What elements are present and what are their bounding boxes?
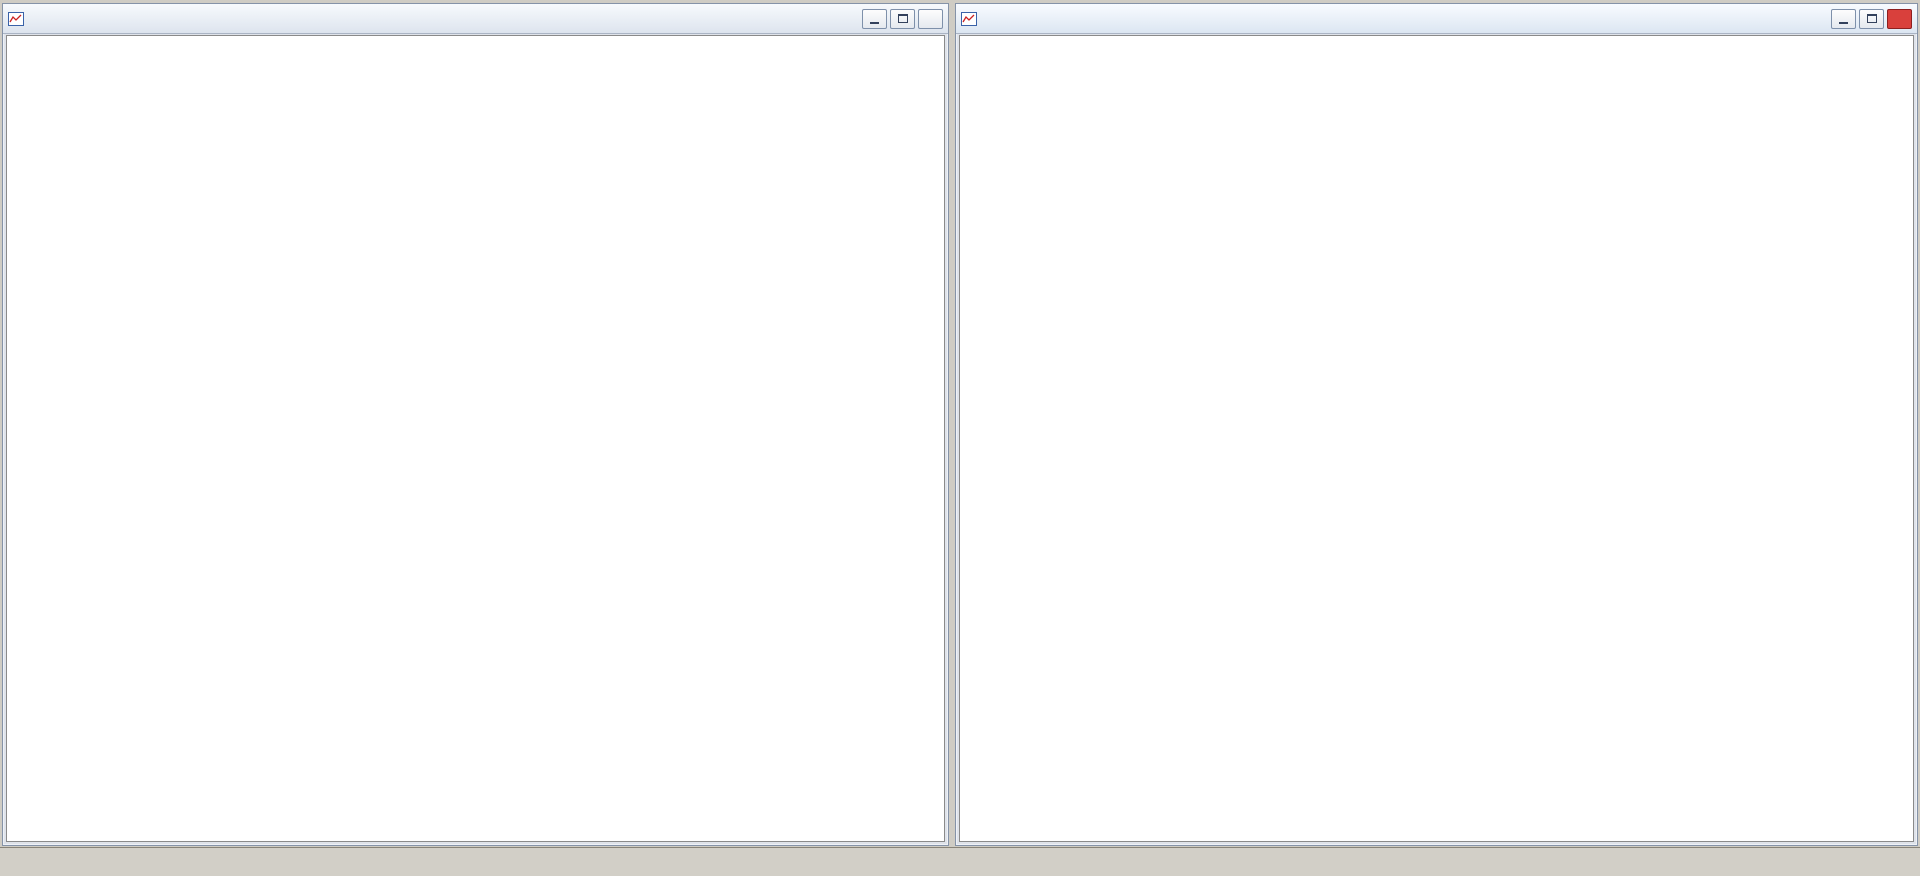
chart-window-icon xyxy=(8,11,24,26)
minimize-button[interactable] xyxy=(862,8,887,29)
maximize-icon xyxy=(897,14,908,23)
maximize-icon xyxy=(1866,14,1877,23)
chart-window-icon xyxy=(961,11,977,26)
eurusd-chart-area xyxy=(959,35,1914,842)
chart-tabbar xyxy=(0,847,1920,876)
maximize-button[interactable] xyxy=(890,8,915,29)
minimize-icon xyxy=(870,21,879,24)
usdjpy-chart-canvas[interactable] xyxy=(7,36,944,841)
maximize-button[interactable] xyxy=(1859,8,1884,29)
minimize-button[interactable] xyxy=(1831,8,1856,29)
close-button[interactable] xyxy=(918,8,943,29)
usdjpy-titlebar[interactable] xyxy=(3,4,948,34)
minimize-icon xyxy=(1839,21,1848,24)
chart-window-eurusd xyxy=(955,3,1918,846)
window-controls xyxy=(862,8,943,29)
close-button[interactable] xyxy=(1887,8,1912,29)
eurusd-chart-canvas[interactable] xyxy=(960,36,1913,841)
eurusd-titlebar[interactable] xyxy=(956,4,1917,34)
chart-window-usdjpy xyxy=(2,3,949,846)
window-controls xyxy=(1831,8,1912,29)
usdjpy-chart-area xyxy=(6,35,945,842)
